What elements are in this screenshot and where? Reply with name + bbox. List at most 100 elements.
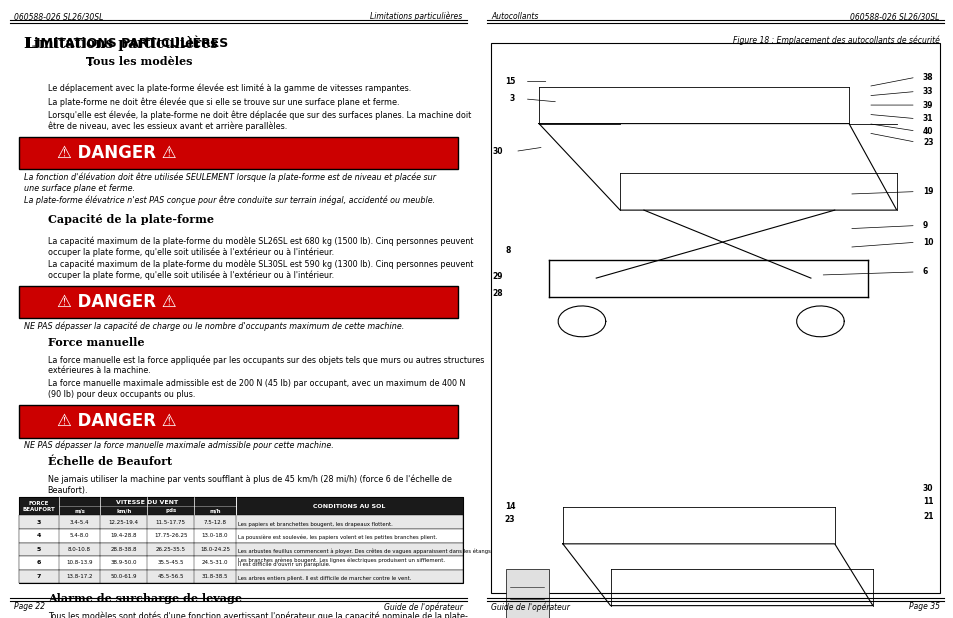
Bar [19,570,462,583]
Text: occuper la plate forme, qu'elle soit utilisée à l'extérieur ou à l'intérieur.: occuper la plate forme, qu'elle soit uti… [48,271,334,280]
Text: Autocollants: Autocollants [491,12,538,21]
Text: (90 lb) pour deux occupants ou plus.: (90 lb) pour deux occupants ou plus. [48,390,194,399]
Text: Lorsqu'elle est élevée, la plate-forme ne doit être déplacée que sur des surface: Lorsqu'elle est élevée, la plate-forme n… [48,111,471,120]
FancyBboxPatch shape [19,286,457,318]
Text: La capacité maximum de la plate-forme du modèle SL26SL est 680 kg (1500 lb). Cin: La capacité maximum de la plate-forme du… [48,236,473,245]
Text: La poussière est soulevée, les papiers volent et les petites branches plient.: La poussière est soulevée, les papiers v… [238,535,437,540]
Text: 31: 31 [922,114,933,123]
Text: 11.5-17.75: 11.5-17.75 [155,520,186,525]
Text: 30: 30 [922,484,933,493]
Text: Limitations particulières: Limitations particulières [370,12,462,22]
FancyBboxPatch shape [19,405,457,438]
Text: Échelle de Beaufort: Échelle de Beaufort [48,456,172,467]
Bar [19,543,462,556]
Text: Guide de l'opérateur: Guide de l'opérateur [491,602,570,612]
Text: m/h: m/h [209,508,220,514]
Polygon shape [538,124,896,210]
Text: 6: 6 [36,561,41,565]
Text: 35.5-45.5: 35.5-45.5 [157,561,184,565]
Text: 15: 15 [504,77,515,86]
Text: 33: 33 [922,87,933,96]
Text: 8: 8 [504,246,510,255]
Text: 30: 30 [492,147,503,156]
Text: une surface plane et ferme.: une surface plane et ferme. [24,184,134,193]
Text: 39: 39 [922,101,933,109]
Text: La force manuelle est la force appliquée par les occupants sur des objets tels q: La force manuelle est la force appliquée… [48,355,483,365]
Text: Le déplacement avec la plate-forme élevée est limité à la gamme de vitesses ramp: Le déplacement avec la plate-forme élevé… [48,83,411,93]
Bar [19,556,462,570]
Text: Les papiers et branchettes bougent, les drapeaux flottent.: Les papiers et branchettes bougent, les … [238,522,393,527]
Text: 13.8-17.2: 13.8-17.2 [66,574,92,579]
Text: 5.4-8.0: 5.4-8.0 [70,533,90,538]
Text: La force manuelle maximale admissible est de 200 N (45 lb) par occupant, avec un: La force manuelle maximale admissible es… [48,379,465,388]
Text: La plate-forme élévatrice n'est PAS conçue pour être conduite sur terrain inégal: La plate-forme élévatrice n'est PAS conç… [24,196,435,205]
Text: Les arbustes feuillus commencent à ployer. Des crêtes de vagues apparaissent dan: Les arbustes feuillus commencent à ploye… [238,549,531,554]
Text: 17.75-26.25: 17.75-26.25 [153,533,187,538]
Text: 3: 3 [509,95,515,103]
Bar [58,506,235,515]
Text: 50.0-61.9: 50.0-61.9 [111,574,137,579]
Text: 8.0-10.8: 8.0-10.8 [68,547,91,552]
Text: NE PAS dépasser la capacité de charge ou le nombre d'occupants maximum de cette : NE PAS dépasser la capacité de charge ou… [24,321,404,331]
Text: être de niveau, avec les essieux avant et arrière parallèles.: être de niveau, avec les essieux avant e… [48,122,287,131]
Text: La plate-forme ne doit être élevée que si elle se trouve sur une surface plane e: La plate-forme ne doit être élevée que s… [48,97,398,106]
Text: 38.9-50.0: 38.9-50.0 [111,561,137,565]
Text: 19: 19 [922,187,933,196]
Text: Page 22: Page 22 [14,603,45,611]
Text: 26.25-35.5: 26.25-35.5 [155,547,186,552]
Text: La capacité maximum de la plate-forme du modèle SL30SL est 590 kg (1300 lb). Cin: La capacité maximum de la plate-forme du… [48,260,473,269]
Bar [505,569,548,618]
Text: IMITATIONS PARTICULIÈRES: IMITATIONS PARTICULIÈRES [35,37,228,50]
Text: Tous les modèles sont dotés d'une fonction avertissant l'opérateur que la capaci: Tous les modèles sont dotés d'une foncti… [48,611,467,618]
Text: VITESSE DU VENT: VITESSE DU VENT [116,500,178,505]
Text: 6: 6 [922,268,927,276]
Text: Beaufort).: Beaufort). [48,486,88,495]
Text: Guide de l'opérateur: Guide de l'opérateur [383,602,462,612]
Text: 14: 14 [504,502,515,511]
Text: Limitations particulières: Limitations particulières [24,36,217,51]
Text: 24.5-31.0: 24.5-31.0 [201,561,228,565]
Bar [19,497,462,583]
Text: 3.4-5.4: 3.4-5.4 [70,520,90,525]
Text: Les arbres entiers plient. Il est difficile de marcher contre le vent.: Les arbres entiers plient. Il est diffic… [238,576,412,581]
Text: 060588-026 SL26/30SL: 060588-026 SL26/30SL [849,12,939,21]
Text: km/h: km/h [116,508,132,514]
FancyBboxPatch shape [19,137,457,169]
Text: T: T [86,56,94,69]
Text: ⚠ DANGER ⚠: ⚠ DANGER ⚠ [57,293,176,311]
Text: 23: 23 [922,138,933,146]
Bar [19,497,462,515]
Text: 29: 29 [492,272,503,281]
Text: 45.5-56.5: 45.5-56.5 [157,574,184,579]
Text: 5: 5 [36,547,41,552]
Text: 28.8-38.8: 28.8-38.8 [111,547,137,552]
Text: Tous les modèles: Tous les modèles [86,56,193,67]
Text: 4: 4 [36,533,41,538]
Text: L: L [24,37,34,51]
Text: 18.0-24.25: 18.0-24.25 [200,547,230,552]
Text: m/s: m/s [74,508,85,514]
Text: 40: 40 [922,127,933,135]
Text: 19.4-28.8: 19.4-28.8 [111,533,137,538]
Text: 12.25-19.4: 12.25-19.4 [109,520,139,525]
Bar [19,515,462,529]
Text: 10: 10 [922,238,933,247]
Text: 9: 9 [922,221,927,230]
Text: ⚠ DANGER ⚠: ⚠ DANGER ⚠ [57,144,176,163]
Text: 31.8-38.5: 31.8-38.5 [201,574,228,579]
Text: 11: 11 [922,497,933,506]
Text: occuper la plate forme, qu'elle soit utilisée à l'extérieur ou à l'intérieur.: occuper la plate forme, qu'elle soit uti… [48,247,334,256]
Text: 7.5-12.8: 7.5-12.8 [203,520,226,525]
Text: Les branches arènes bougent. Les lignes électriques produisent un sifflement.: Les branches arènes bougent. Les lignes … [238,558,445,563]
Text: ⚠ DANGER ⚠: ⚠ DANGER ⚠ [57,412,176,431]
Text: NE PAS dépasser la force manuelle maximale admissible pour cette machine.: NE PAS dépasser la force manuelle maxima… [24,441,334,450]
Text: Capacité de la plate-forme: Capacité de la plate-forme [48,214,213,226]
Bar [491,43,939,593]
Text: Figure 18 : Emplacement des autocollants de sécurité: Figure 18 : Emplacement des autocollants… [732,36,939,45]
Text: 21: 21 [922,512,933,520]
Text: 3: 3 [36,520,41,525]
Text: pds: pds [165,508,176,514]
Text: Il est difficile d'ouvrir un parapluie.: Il est difficile d'ouvrir un parapluie. [238,562,331,567]
Text: La fonction d'élévation doit être utilisée SEULEMENT lorsque la plate-forme est : La fonction d'élévation doit être utilis… [24,172,436,182]
Text: Page 35: Page 35 [908,603,939,611]
